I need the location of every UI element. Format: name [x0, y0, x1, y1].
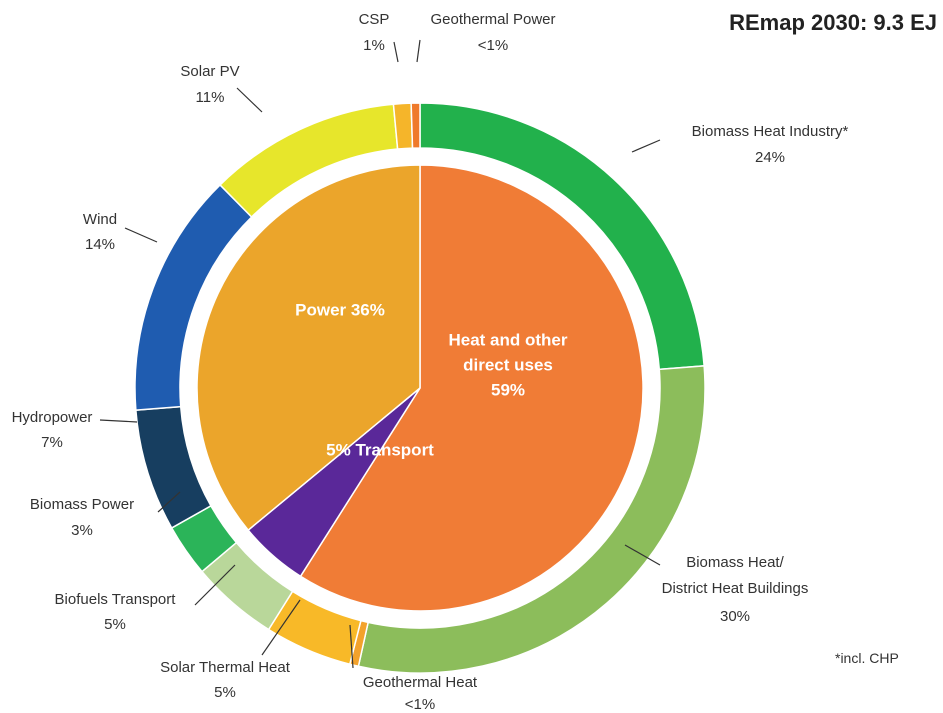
segment-name: CSP [358, 11, 390, 28]
leader-line [99, 419, 138, 423]
outer-segment [410, 102, 421, 149]
segment-value: 11% [195, 89, 225, 106]
chart-title: REmap 2030: 9.3 EJ [729, 10, 937, 35]
segment-name: Wind [82, 211, 118, 228]
segment-value: 30% [719, 608, 751, 625]
segment-name: Biomass Heat/ District Heat Buildings [661, 554, 809, 597]
segment-name: Biomass Heat Industry* [691, 123, 849, 140]
segment-value: 5% [214, 684, 236, 701]
segment-name: Solar Thermal Heat [160, 659, 290, 676]
segment-name: Biomass Power [29, 496, 135, 513]
segment-value: 5% [104, 616, 126, 633]
segment-name: Geothermal Heat [362, 674, 478, 691]
footnote: *incl. CHP [835, 650, 899, 666]
inner-label: 5% Transport [326, 440, 434, 460]
leader-line [349, 624, 354, 669]
inner-label: Power 36% [295, 300, 385, 320]
segment-value: 1% [363, 37, 385, 54]
segment-value: 24% [754, 149, 786, 166]
leader-line [261, 599, 301, 656]
leader-line [624, 544, 661, 566]
segment-name: Biofuels Transport [54, 591, 176, 608]
segment-value: <1% [404, 696, 436, 713]
outer-segment [392, 102, 414, 150]
leader-line [157, 491, 181, 513]
inner-label: Heat and other direct uses 59% [448, 330, 568, 400]
segment-name: Geothermal Power [430, 11, 556, 28]
segment-name: Hydropower [11, 409, 93, 426]
segment-value: 7% [41, 434, 63, 451]
inner-segment [299, 164, 644, 612]
segment-value: <1% [477, 37, 509, 54]
segment-name: Solar PV [180, 63, 240, 80]
inner-segment [196, 164, 421, 532]
leader-line [416, 39, 421, 63]
leader-line [124, 227, 158, 243]
leader-line [194, 564, 236, 606]
segment-value: 14% [84, 236, 116, 253]
leader-line [236, 87, 263, 113]
leader-line [631, 139, 661, 153]
leader-line [393, 41, 399, 63]
segment-value: 3% [71, 522, 93, 539]
